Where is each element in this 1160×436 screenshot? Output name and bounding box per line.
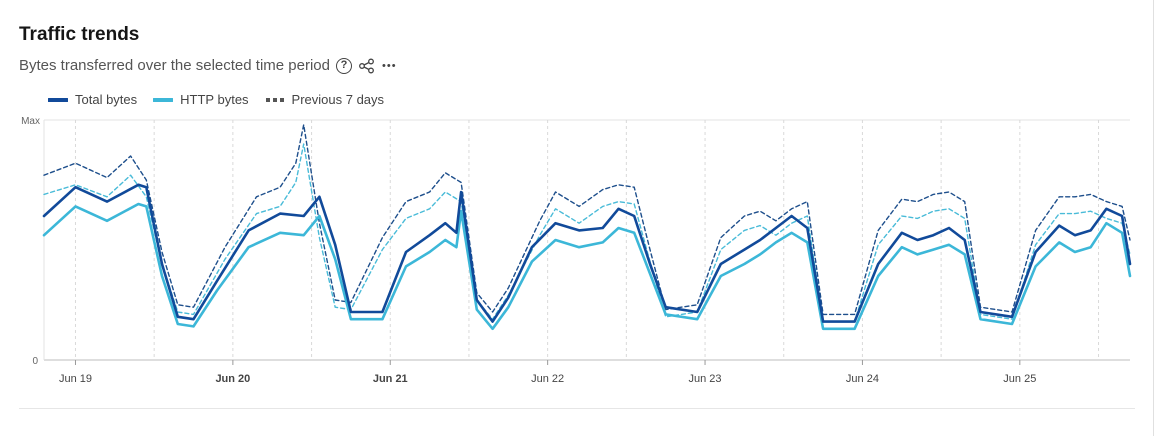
chart-area: Max 0 Jun 19 Jun 20 Jun 21 Jun 22 Jun 23 Jun 24… (0, 110, 1146, 390)
y-tick-label-zero: 0 (32, 356, 38, 367)
legend-label-previous-7-days: Previous 7 days (291, 92, 385, 107)
more-horizontal-icon[interactable]: ••• (382, 59, 397, 72)
series-line-http-bytes (42, 202, 1132, 331)
legend-item-total-bytes[interactable]: Total bytes (48, 92, 137, 107)
traffic-line-chart: Max 0 Jun 19 Jun 20 Jun 21 Jun 22 Jun 23 Jun 24… (21, 116, 1132, 385)
x-tick-label: Jun 19 (59, 373, 92, 385)
x-tick-label: Jun 21 (373, 373, 408, 385)
x-tick-label: Jun 25 (1003, 373, 1036, 385)
subtitle-row: Bytes transferred over the selected time… (19, 57, 397, 74)
share-icon[interactable] (358, 58, 376, 74)
legend-item-previous-7-days[interactable]: Previous 7 days (265, 92, 385, 107)
x-tick-label: Jun 22 (531, 373, 564, 385)
y-tick-label-max: Max (21, 116, 40, 127)
help-circle-icon[interactable]: ? (336, 57, 352, 74)
series-line-previous-http (43, 143, 1131, 323)
chart-subtitle: Bytes transferred over the selected time… (19, 57, 330, 74)
bottom-divider (19, 408, 1135, 409)
series-line-previous-total (43, 124, 1131, 316)
page-title: Traffic trends (19, 24, 140, 45)
legend-swatch-previous (265, 97, 284, 102)
series-line-total-bytes (42, 183, 1132, 323)
legend-item-http-bytes[interactable]: HTTP bytes (153, 92, 249, 107)
legend-swatch-total (48, 97, 68, 102)
x-tick-label: Jun 23 (689, 373, 722, 385)
legend-label-http-bytes: HTTP bytes (180, 92, 249, 107)
legend-swatch-http (153, 97, 174, 102)
x-tick-label: Jun 20 (215, 373, 250, 385)
legend-label-total-bytes: Total bytes (75, 92, 138, 107)
chart-legend: Total bytes HTTP bytes Previous 7 days (48, 92, 400, 107)
x-tick-label: Jun 24 (846, 373, 879, 385)
panel-edge (1153, 0, 1154, 436)
